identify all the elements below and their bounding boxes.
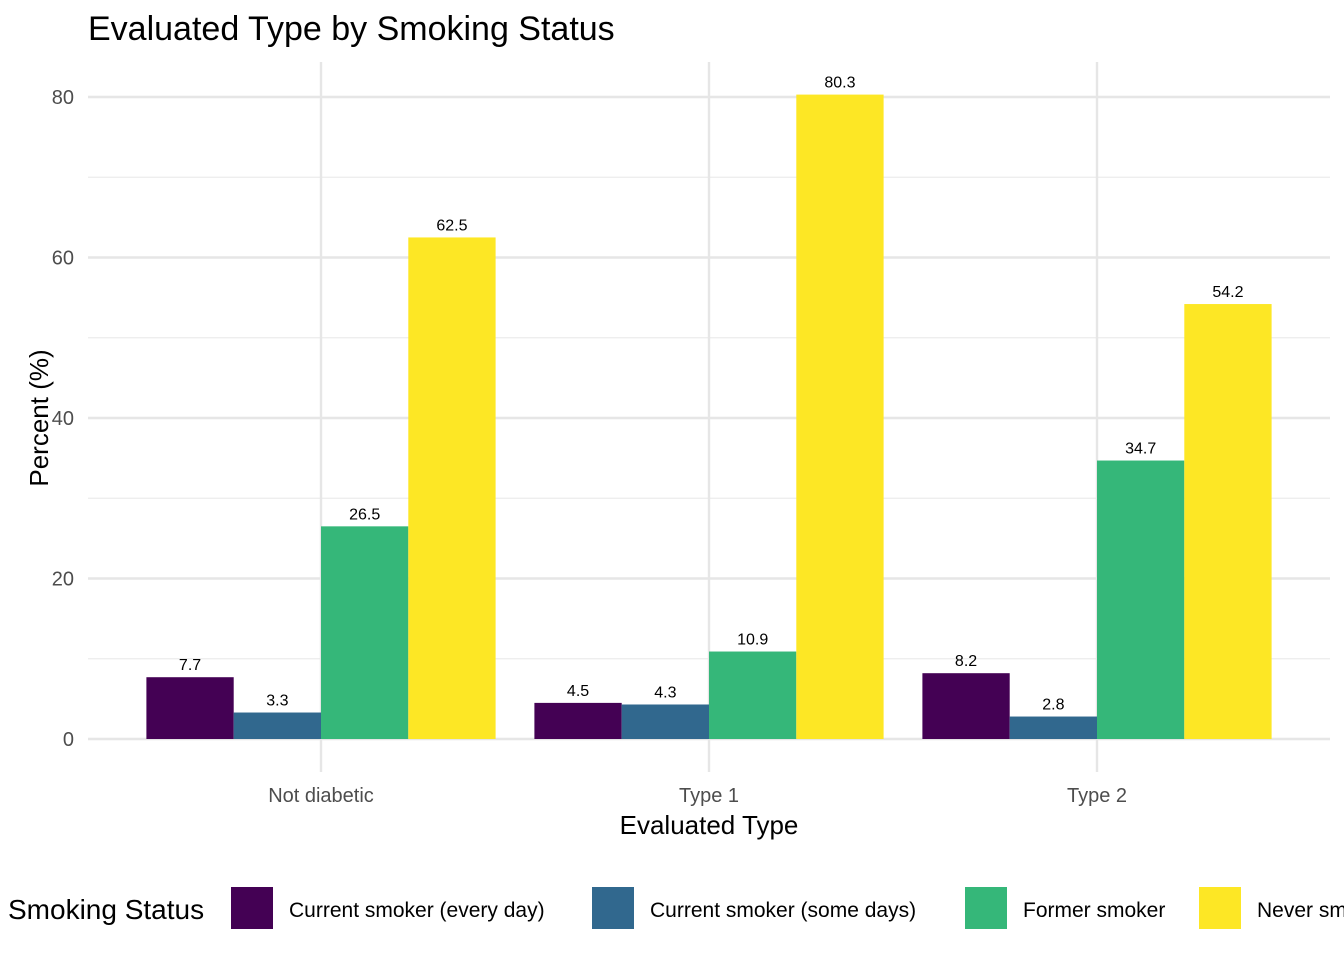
bar-value-label: 26.5 [349,506,380,523]
bar-value-label: 7.7 [179,657,201,674]
chart-title: Evaluated Type by Smoking Status [88,10,615,48]
legend: Smoking Status Current smoker (every day… [8,887,1344,929]
bar-value-label: 54.2 [1212,284,1243,301]
bar [534,702,622,739]
legend-label: Current smoker (every day) [289,899,545,922]
legend-label: Never smoker [1257,899,1344,922]
y-tick-label: 80 [52,87,74,109]
bar [621,704,709,739]
legend-label: Former smoker [1023,899,1165,922]
bar [146,677,234,739]
legend-title: Smoking Status [8,894,204,925]
bar-labels: 7.7 3.3 26.5 62.5 4.5 4.3 10.9 80.3 8.2 2.8 34.7 54… [179,75,1244,714]
bar-value-label: 4.5 [567,683,589,700]
bar-value-label: 8.2 [955,653,977,670]
y-tick-label: 40 [52,408,74,430]
x-axis-title: Evaluated Type [620,810,799,840]
bar [1184,304,1272,739]
bar-value-label: 80.3 [824,75,855,92]
bar [922,673,1010,739]
legend-key [965,887,1007,929]
bar [408,237,496,739]
bar [1009,716,1097,739]
y-tick-label: 0 [63,729,74,751]
y-axis-title: Percent (%) [24,349,54,486]
bar-value-label: 34.7 [1125,441,1156,458]
x-tick-label: Not diabetic [268,785,374,807]
bar-value-label: 3.3 [266,693,288,710]
bar [1097,460,1185,739]
y-tick-label: 60 [52,248,74,270]
bar-value-label: 10.9 [737,632,768,649]
bar-value-label: 62.5 [436,217,467,234]
y-axis-ticks: 0 20 40 60 80 [52,87,74,751]
legend-label: Current smoker (some days) [650,899,916,922]
bar [709,651,797,739]
bar [796,94,884,739]
x-axis-ticks: Not diabetic Type 1 Type 2 [268,785,1127,807]
legend-key [592,887,634,929]
bar-value-label: 2.8 [1042,697,1064,714]
legend-key [1199,887,1241,929]
bar [233,712,321,739]
bar [321,526,409,739]
legend-key [231,887,273,929]
x-tick-label: Type 1 [679,785,739,807]
bar-value-label: 4.3 [654,684,676,701]
x-tick-label: Type 2 [1067,785,1127,807]
y-tick-label: 20 [52,569,74,591]
bars [146,94,1272,739]
